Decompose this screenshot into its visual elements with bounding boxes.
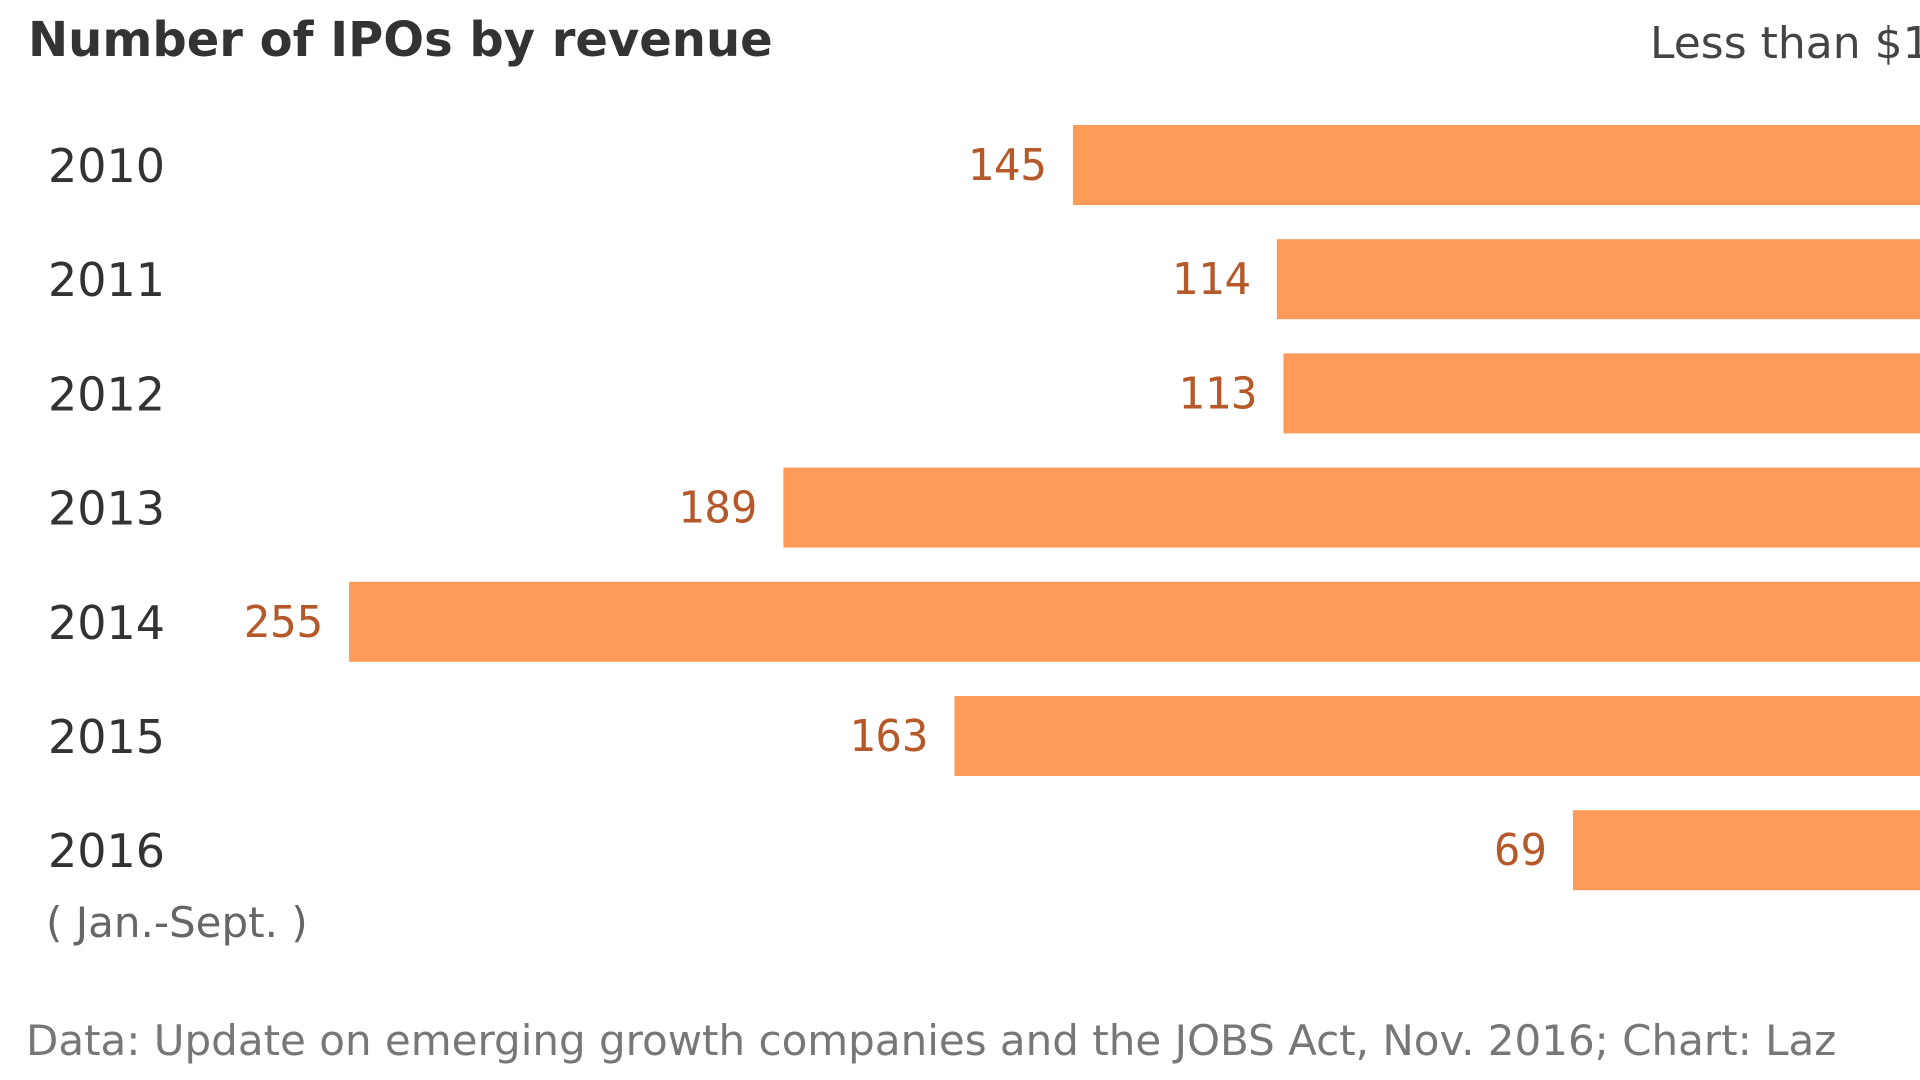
category-label: 2010 — [48, 139, 165, 193]
value-label: 145 — [967, 140, 1046, 191]
value-label: 255 — [244, 597, 323, 648]
category-label: 2016 — [48, 824, 165, 878]
bar-2015 — [954, 696, 1920, 776]
value-label: 189 — [678, 483, 757, 534]
bar-2016 — [1572, 810, 1920, 891]
source-note: Data: Update on emerging growth companie… — [26, 1016, 1837, 1065]
bar-chart: 145 2010 114 2011 113 2012 189 2013 255 2014 163 20… — [46, 125, 1920, 947]
bar-2012 — [1283, 353, 1920, 434]
category-label: 2012 — [48, 367, 165, 421]
bar-2013 — [783, 467, 1920, 548]
value-label: 114 — [1171, 254, 1250, 305]
value-label: 113 — [1178, 368, 1257, 419]
bar-2014 — [349, 581, 1920, 662]
category-label: 2014 — [48, 596, 165, 650]
bar-2011 — [1276, 239, 1920, 320]
category-note: ( Jan.-Sept. ) — [46, 898, 308, 947]
chart-title: Number of IPOs by revenue — [28, 12, 773, 68]
category-label: 2011 — [48, 253, 165, 307]
category-label: 2015 — [48, 710, 165, 764]
value-label: 69 — [1494, 825, 1547, 876]
legend-label: Less than $1 — [1650, 18, 1920, 69]
value-label: 163 — [849, 711, 928, 762]
bar-2010 — [1072, 125, 1920, 205]
category-label: 2013 — [48, 482, 165, 536]
